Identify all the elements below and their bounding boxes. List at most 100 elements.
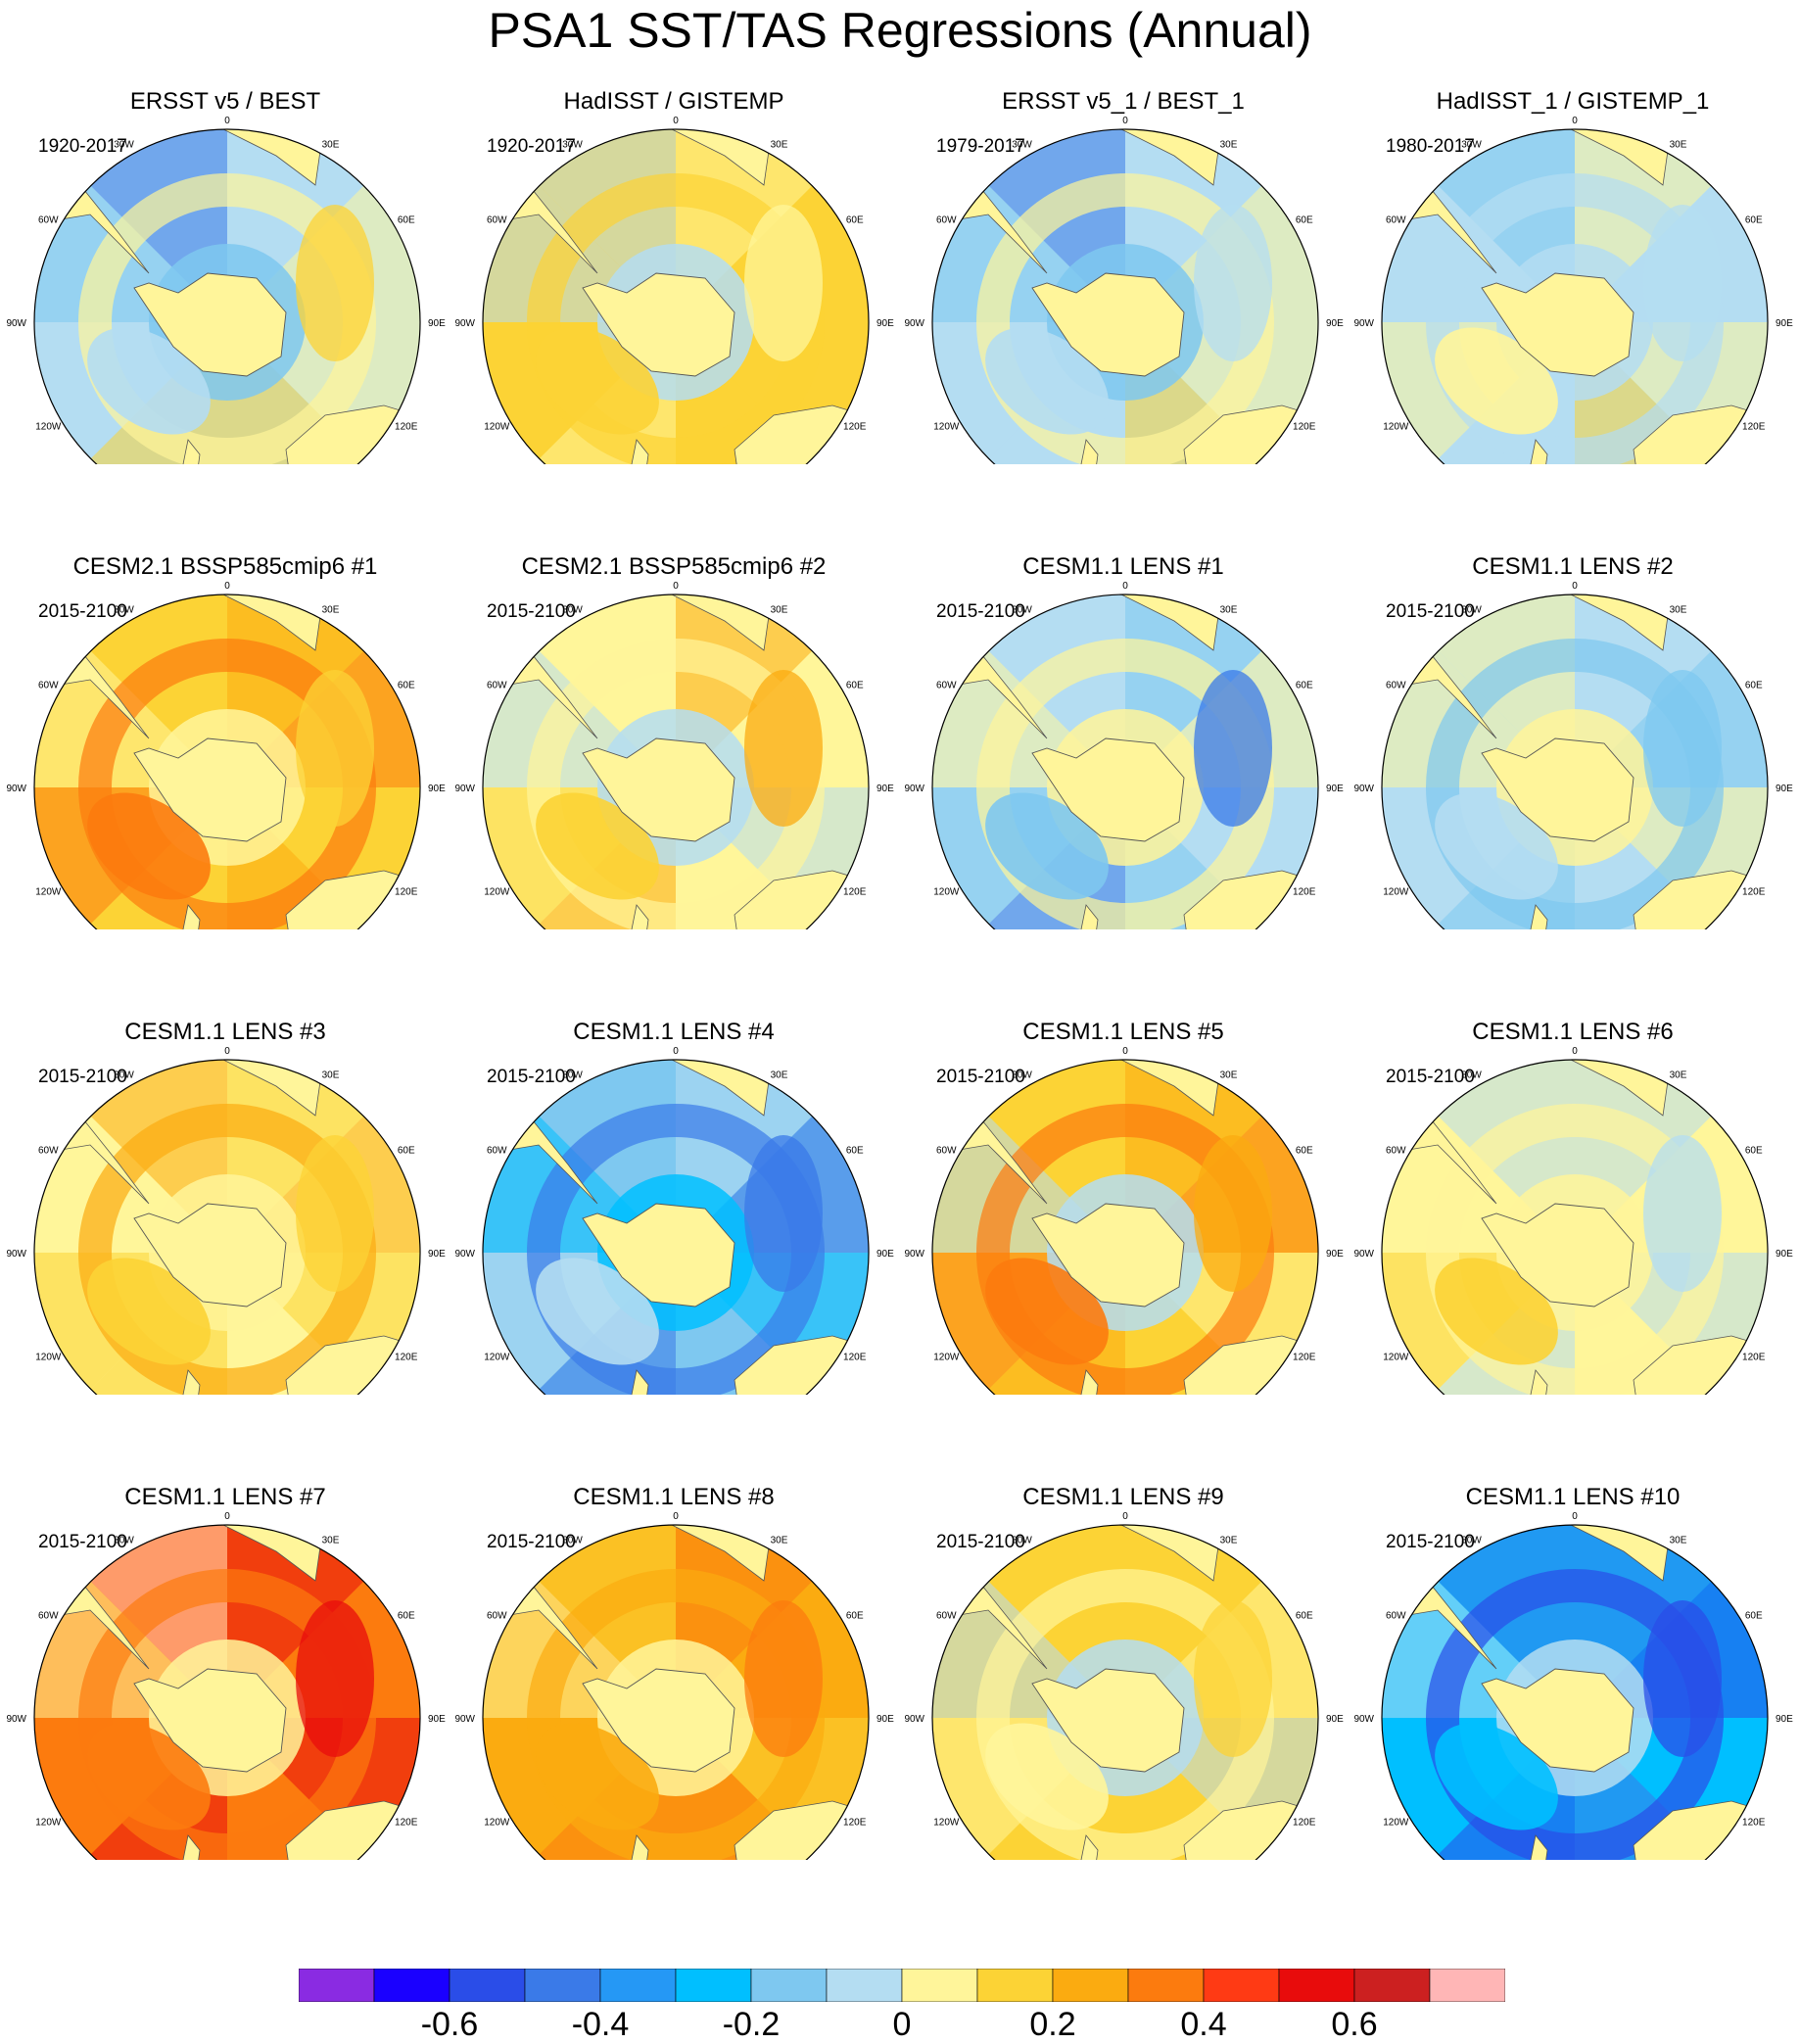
lon-label-upper_left_1: 30W	[1012, 139, 1032, 150]
panel-period: 1979-2017	[936, 136, 1025, 157]
lon-label-upper_left_2: 60W	[487, 1611, 507, 1622]
colorbar-swatch	[1052, 1969, 1129, 2002]
lon-label-lower_right_1: 120E	[1742, 1818, 1766, 1829]
colorbar-swatch	[449, 1969, 526, 2002]
lon-label-lower_right_1: 120E	[843, 422, 867, 433]
colorbar-tick-label: -0.6	[420, 2006, 479, 2043]
page-title: PSA1 SST/TAS Regressions (Annual)	[488, 3, 1312, 58]
lon-label-top: 0	[673, 1511, 679, 1522]
lon-label-lower_left_1: 120W	[484, 1818, 510, 1829]
new-zealand	[1529, 439, 1548, 464]
field-blob	[296, 1135, 374, 1292]
new-zealand	[1079, 1834, 1099, 1860]
panel-period: 2015-2100	[1386, 1067, 1475, 1087]
map-border	[1381, 1524, 1769, 1860]
field-blob	[1435, 1723, 1558, 1830]
lon-label-upper_right_1: 30E	[1670, 604, 1687, 615]
panel-period: 2015-2100	[38, 601, 127, 622]
lon-label-top: 0	[224, 581, 230, 592]
colorbar-swatch	[599, 1969, 677, 2002]
lon-label-upper_left_1: 30W	[114, 604, 134, 615]
panel-period: 2015-2100	[487, 1532, 576, 1552]
polar-map: 018090W90E30W60W30E60E120W150W120E150E	[454, 1511, 894, 1860]
lon-label-lower_right_1: 120E	[395, 1818, 418, 1829]
lon-label-lower_left_1: 120W	[1383, 1353, 1409, 1363]
lon-label-top: 0	[1572, 581, 1578, 592]
polar-map: 018090W90E30W60W30E60E120W150W120E150E	[1353, 1046, 1793, 1395]
polar-map: 018090W90E30W60W30E60E120W150W120E150E	[6, 1511, 446, 1860]
field-blob	[296, 205, 374, 361]
lon-label-upper_right_2: 60E	[846, 215, 864, 226]
field-blob	[536, 327, 659, 435]
new-zealand	[181, 1834, 201, 1860]
lon-label-right: 90E	[428, 784, 446, 794]
field-blob	[985, 327, 1109, 435]
lon-label-upper_right_1: 30E	[771, 1535, 788, 1545]
panel-title: HadISST / GISTEMP	[563, 88, 784, 115]
map-border	[33, 594, 421, 929]
lon-label-lower_left_1: 120W	[1383, 422, 1409, 433]
lon-label-upper_left_2: 60W	[936, 681, 957, 691]
field-blob	[744, 1600, 823, 1757]
antarctica	[1031, 1668, 1185, 1773]
map-panel: CESM2.1 BSSP585cmip6 #22015-2100018090W9…	[449, 465, 899, 929]
antarctica	[582, 272, 735, 377]
lon-label-right: 90E	[876, 1714, 894, 1725]
polar-map: 018090W90E30W60W30E60E120W150W120E150E	[1353, 116, 1793, 464]
lon-label-upper_right_1: 30E	[1670, 1070, 1687, 1080]
antarctica	[133, 1668, 287, 1773]
lon-label-upper_right_1: 30E	[771, 604, 788, 615]
lon-label-right: 90E	[1776, 1714, 1793, 1725]
lon-label-right: 90E	[428, 318, 446, 329]
lon-label-upper_right_2: 60E	[846, 1146, 864, 1157]
panel-title: HadISST_1 / GISTEMP_1	[1436, 88, 1710, 115]
lon-label-upper_right_2: 60E	[1296, 1146, 1313, 1157]
lon-label-lower_right_1: 120E	[1742, 422, 1766, 433]
polar-map: 018090W90E30W60W30E60E120W150W120E150E	[1353, 581, 1793, 929]
colorbar-swatch	[901, 1969, 978, 2002]
lon-label-upper_left_1: 30W	[114, 139, 134, 150]
panel-title: CESM1.1 LENS #2	[1472, 553, 1674, 580]
map-border	[931, 1524, 1319, 1860]
map-border	[1381, 1059, 1769, 1395]
colorbar-swatch	[1203, 1969, 1280, 2002]
panel-title: CESM1.1 LENS #5	[1022, 1019, 1224, 1045]
antarctica	[1481, 272, 1634, 377]
panel-period: 2015-2100	[936, 1067, 1025, 1087]
polar-map: 018090W90E30W60W30E60E120W150W120E150E	[454, 1046, 894, 1395]
antarctica	[133, 1203, 287, 1307]
lon-label-upper_left_2: 60W	[936, 1611, 957, 1622]
lon-label-upper_right_2: 60E	[846, 1611, 864, 1622]
antarctica	[582, 737, 735, 842]
field-blob	[1643, 205, 1722, 361]
lon-label-upper_left_2: 60W	[1386, 1611, 1406, 1622]
lon-label-lower_right_1: 120E	[395, 887, 418, 898]
lon-label-upper_left_1: 30W	[114, 1535, 134, 1545]
lon-label-upper_right_1: 30E	[771, 1070, 788, 1080]
field-blob	[536, 1258, 659, 1365]
lon-label-upper_left_2: 60W	[936, 1146, 957, 1157]
polar-map: 018090W90E30W60W30E60E120W150W120E150E	[6, 581, 446, 929]
lon-label-upper_left_1: 30W	[1012, 1535, 1032, 1545]
lon-label-lower_right_1: 120E	[1293, 1818, 1316, 1829]
lon-label-upper_right_2: 60E	[398, 1146, 415, 1157]
lon-label-top: 0	[673, 116, 679, 126]
panel-title: CESM2.1 BSSP585cmip6 #2	[521, 553, 827, 580]
lon-label-right: 90E	[1326, 1249, 1344, 1260]
new-zealand	[630, 1834, 649, 1860]
field-blob	[744, 670, 823, 827]
new-zealand	[630, 439, 649, 464]
colorbar-tick-label: 0	[892, 2006, 912, 2043]
lon-label-upper_right_1: 30E	[322, 139, 340, 150]
panel-title: CESM2.1 BSSP585cmip6 #1	[72, 553, 378, 580]
lon-label-upper_right_1: 30E	[1220, 604, 1238, 615]
lon-label-upper_right_2: 60E	[1296, 215, 1313, 226]
polar-map: 018090W90E30W60W30E60E120W150W120E150E	[6, 116, 446, 464]
panel-period: 2015-2100	[487, 1067, 576, 1087]
lon-label-upper_right_1: 30E	[1670, 1535, 1687, 1545]
lon-label-right: 90E	[428, 1249, 446, 1260]
lon-label-left: 90W	[6, 1714, 26, 1725]
lon-label-left: 90W	[454, 1714, 475, 1725]
map-border	[482, 594, 870, 929]
antarctica	[1481, 1668, 1634, 1773]
